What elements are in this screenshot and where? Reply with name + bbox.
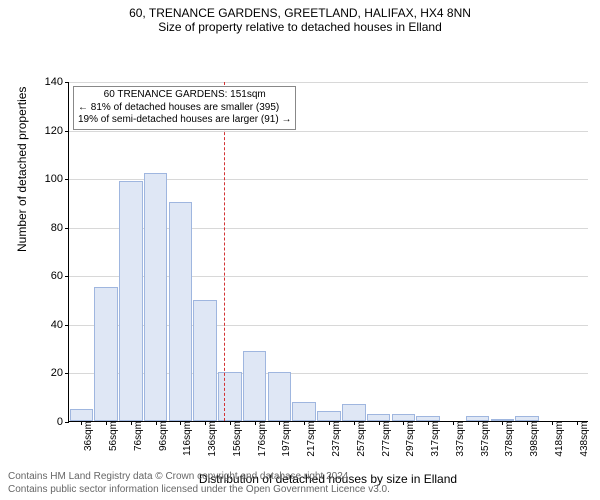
bar [317, 411, 341, 421]
annotation-line: 60 TRENANCE GARDENS: 151sqm [78, 89, 291, 102]
yaxis-title: Number of detached properties [15, 87, 29, 252]
annotation-box: 60 TRENANCE GARDENS: 151sqm← 81% of deta… [73, 86, 296, 130]
bar [218, 372, 242, 421]
xtick-label: 237sqm [329, 421, 342, 457]
ytick-label: 120 [45, 125, 69, 137]
bar [94, 287, 118, 421]
ytick-label: 0 [57, 416, 69, 428]
xtick-label: 116sqm [180, 421, 193, 456]
xtick-label: 378sqm [502, 421, 515, 457]
xtick-label: 197sqm [279, 421, 292, 457]
plot-area: 02040608010012014036sqm56sqm76sqm96sqm11… [68, 82, 588, 422]
bar [392, 414, 416, 421]
xtick-label: 277sqm [379, 421, 392, 457]
annotation-line: ← 81% of detached houses are smaller (39… [78, 102, 291, 115]
footer-line-2: Contains public sector information licen… [8, 484, 592, 497]
ytick-label: 60 [51, 270, 69, 282]
xtick-label: 257sqm [354, 421, 367, 457]
ytick-label: 100 [45, 173, 69, 185]
xtick-label: 96sqm [156, 421, 169, 451]
xtick-label: 357sqm [478, 421, 491, 457]
gridline [69, 82, 588, 83]
gridline [69, 131, 588, 132]
chart-title-sub: Size of property relative to detached ho… [8, 20, 592, 34]
xtick-label: 76sqm [131, 421, 144, 451]
ytick-label: 140 [45, 76, 69, 88]
xtick-label: 438sqm [577, 421, 590, 457]
bar [144, 173, 168, 421]
chart-title-main: 60, TRENANCE GARDENS, GREETLAND, HALIFAX… [8, 6, 592, 20]
bar [243, 351, 267, 421]
xtick-label: 136sqm [205, 421, 218, 457]
xtick-label: 418sqm [552, 421, 565, 457]
bar [70, 409, 94, 421]
bar [342, 404, 366, 421]
xtick-label: 297sqm [403, 421, 416, 457]
marker-line [224, 82, 225, 421]
bar [193, 300, 217, 421]
xtick-label: 36sqm [81, 421, 94, 451]
xtick-label: 217sqm [304, 421, 317, 457]
ytick-label: 40 [51, 319, 69, 331]
xtick-label: 156sqm [230, 421, 243, 457]
chart-container: 60, TRENANCE GARDENS, GREETLAND, HALIFAX… [0, 0, 600, 500]
bar [119, 181, 143, 421]
annotation-line: 19% of semi-detached houses are larger (… [78, 114, 291, 127]
xtick-label: 317sqm [428, 421, 441, 457]
xtick-label: 398sqm [527, 421, 540, 457]
footer-line-1: Contains HM Land Registry data © Crown c… [8, 471, 592, 484]
xtick-label: 337sqm [453, 421, 466, 457]
bar [292, 402, 316, 421]
xtick-label: 56sqm [106, 421, 119, 451]
bar [367, 414, 391, 421]
ytick-label: 20 [51, 367, 69, 379]
xtick-label: 176sqm [255, 421, 268, 457]
chart-footer: Contains HM Land Registry data © Crown c… [8, 471, 592, 496]
bar [169, 202, 193, 421]
bar [268, 372, 292, 421]
ytick-label: 80 [51, 222, 69, 234]
